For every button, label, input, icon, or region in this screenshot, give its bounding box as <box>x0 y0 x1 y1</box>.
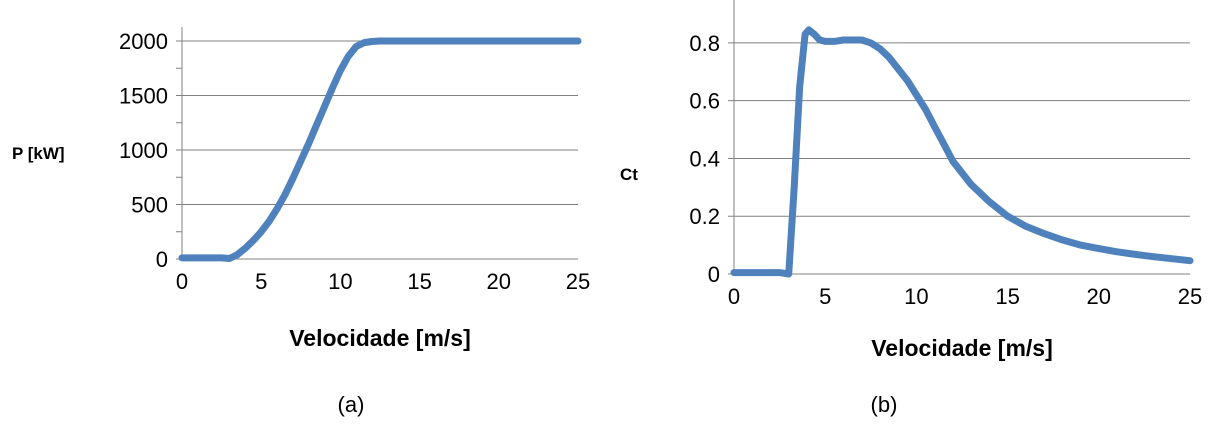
power-chart-y-tick-label: 0 <box>156 247 168 272</box>
ct-chart-y-ticks: 0 0.2 0.4 0.6 0.8 <box>689 31 720 287</box>
ct-chart-axes <box>728 0 1190 275</box>
ct-chart-x-ticks: 0 5 10 15 20 25 <box>728 284 1202 309</box>
ct-chart-series-line <box>730 26 1194 278</box>
power-chart-y-tick-label: 1500 <box>119 84 168 109</box>
ct-chart-x-tick-label: 0 <box>728 284 740 309</box>
power-chart-y-ticks: 0 500 1000 1500 2000 <box>119 29 168 272</box>
ct-chart-x-tick-label: 5 <box>819 284 831 309</box>
ct-chart-caption: (b) <box>871 392 898 417</box>
power-chart-x-tick-label: 25 <box>566 269 590 294</box>
ct-chart-y-tick-label: 0.2 <box>689 204 720 229</box>
power-chart-caption: (a) <box>338 392 365 417</box>
ct-chart-y-tick-label: 0.6 <box>689 89 720 114</box>
power-chart-x-tick-label: 0 <box>176 269 188 294</box>
ct-chart-series <box>730 26 1194 278</box>
ct-chart-y-tick-label: 0.8 <box>689 31 720 56</box>
power-chart-gridlines <box>182 40 578 205</box>
power-chart-x-tick-label: 10 <box>328 269 352 294</box>
power-chart-x-axis-label: Velocidade [m/s] <box>289 325 471 351</box>
ct-chart-x-tick-label: 15 <box>995 284 1019 309</box>
ct-chart-x-tick-label: 20 <box>1087 284 1111 309</box>
power-chart-x-tick-label: 15 <box>407 269 431 294</box>
power-chart-y-tick-label: 2000 <box>119 29 168 54</box>
power-chart-x-tick-label: 5 <box>255 269 267 294</box>
power-chart-y-axis-label: P [kW] <box>12 144 65 163</box>
ct-chart-y-tick-label: 0 <box>708 262 720 287</box>
power-chart-y-tick-label: 1000 <box>119 138 168 163</box>
power-curve-chart: 0 500 1000 1500 2000 0 5 10 15 20 25 P [kW] Veloc… <box>12 27 590 417</box>
power-chart-series-line <box>178 37 582 262</box>
ct-chart-x-tick-label: 25 <box>1178 284 1202 309</box>
power-chart-x-tick-label: 20 <box>487 269 511 294</box>
ct-chart-x-tick-label: 10 <box>904 284 928 309</box>
ct-chart-x-axis-label: Velocidade [m/s] <box>871 335 1053 361</box>
ct-chart-y-tick-label: 0.4 <box>689 146 720 171</box>
thrust-coefficient-chart: 0 0.2 0.4 0.6 0.8 0 5 10 15 20 25 Ct Velocidade [… <box>620 0 1202 417</box>
power-chart-axes <box>176 27 578 260</box>
power-chart-series <box>178 37 582 262</box>
power-chart-x-ticks: 0 5 10 15 20 25 <box>176 269 590 294</box>
ct-chart-gridlines <box>734 42 1190 217</box>
power-chart-y-tick-label: 500 <box>131 193 168 218</box>
ct-chart-y-axis-label: Ct <box>620 165 638 184</box>
